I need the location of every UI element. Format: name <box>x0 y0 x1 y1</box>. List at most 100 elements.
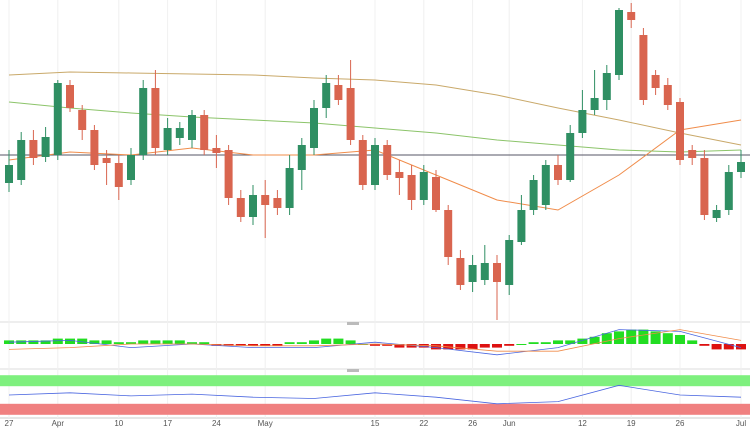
x-tick-label: 10 <box>114 419 123 428</box>
candle-body <box>163 128 172 150</box>
candle-body <box>212 148 221 153</box>
macd-bar <box>711 344 722 350</box>
candle-body <box>5 165 13 183</box>
macd-bar <box>174 340 185 344</box>
macd-bar <box>540 342 551 344</box>
macd-bar <box>260 344 271 346</box>
macd-bar <box>553 340 563 344</box>
macd-bar <box>736 344 746 350</box>
macd-bar <box>382 344 393 346</box>
macd-bar <box>52 338 63 344</box>
macd-bar <box>455 344 466 350</box>
macd-bar <box>113 342 124 344</box>
candle-body <box>29 140 38 158</box>
candle-body <box>676 102 684 160</box>
candle-body <box>53 83 62 155</box>
candle-body <box>651 75 660 88</box>
panel-handle <box>347 322 359 325</box>
macd-line <box>8 329 742 352</box>
candle-body <box>297 145 306 170</box>
candle-body <box>419 172 428 200</box>
macd-bar <box>150 340 161 344</box>
candle-body <box>688 150 697 158</box>
macd-bar <box>65 338 75 344</box>
x-tick-label: 24 <box>212 419 221 428</box>
macd-bar <box>699 344 710 346</box>
candle-body <box>322 83 331 108</box>
candle-body <box>627 12 636 20</box>
macd-bar <box>528 342 539 344</box>
panel-handle <box>347 369 359 372</box>
candle-body <box>724 172 733 210</box>
x-tick-label: 12 <box>578 419 587 428</box>
overbought-band <box>0 375 750 387</box>
candle-body <box>285 168 294 208</box>
x-tick-label: 15 <box>371 419 380 428</box>
macd-bar <box>650 331 661 344</box>
candle-body <box>383 145 392 175</box>
candle-body <box>41 137 50 157</box>
macd-bar <box>77 338 88 344</box>
candle-body <box>358 140 367 185</box>
candle-body <box>17 140 26 180</box>
macd-bar <box>589 336 600 344</box>
candle-body <box>200 115 209 150</box>
x-tick-label: Jul <box>736 419 746 428</box>
x-tick-label: 26 <box>676 419 685 428</box>
macd-bar <box>333 338 344 344</box>
x-tick-label: 22 <box>419 419 428 428</box>
candle-body <box>639 35 648 100</box>
candle-body <box>114 163 123 187</box>
candle-body <box>432 177 440 210</box>
candle-body <box>102 158 111 163</box>
candle-body <box>261 195 270 205</box>
macd-bar <box>601 333 612 344</box>
rsi-line <box>8 384 742 405</box>
candle-body <box>90 130 99 165</box>
candle-body <box>529 180 538 210</box>
candle-body <box>615 10 623 75</box>
candle-body <box>249 195 257 217</box>
macd-bar <box>28 340 39 344</box>
macd-bar <box>504 344 515 346</box>
macd-bar <box>687 340 698 344</box>
macd-bar <box>272 344 283 346</box>
macd-bar <box>662 333 673 344</box>
candle-body <box>456 258 465 285</box>
macd-bar <box>479 344 490 348</box>
macd-bar <box>89 340 100 344</box>
macd-line <box>8 329 742 356</box>
x-tick-label: May <box>258 419 273 428</box>
x-tick-label: 27 <box>5 419 14 428</box>
candle-body <box>737 162 745 172</box>
macd-bar <box>248 344 258 346</box>
macd-bar <box>467 344 478 350</box>
macd-bar <box>370 344 380 346</box>
candle-body <box>395 172 404 178</box>
macd-bar <box>235 344 246 346</box>
macd-bar <box>638 329 649 344</box>
macd-bar <box>675 335 685 344</box>
candle-body <box>517 210 526 242</box>
macd-bar <box>394 344 405 348</box>
macd-bar <box>492 344 502 348</box>
candle-body <box>541 165 550 205</box>
candle-body <box>310 108 318 148</box>
macd-bar <box>101 340 112 344</box>
candle-body <box>371 145 379 185</box>
macd-bar <box>40 340 51 344</box>
oversold-band <box>0 403 750 415</box>
candle-body <box>151 88 160 148</box>
candle-body <box>127 155 135 180</box>
macd-bar <box>162 340 173 344</box>
candle-body <box>236 198 245 217</box>
macd-bar <box>431 344 441 350</box>
macd-bar <box>565 340 576 344</box>
x-tick-label: Jun <box>503 419 516 428</box>
macd-bar <box>187 342 197 344</box>
macd-bar <box>345 340 356 344</box>
candle-body <box>590 98 599 110</box>
candle-body <box>602 73 611 100</box>
candle-body <box>468 265 477 282</box>
